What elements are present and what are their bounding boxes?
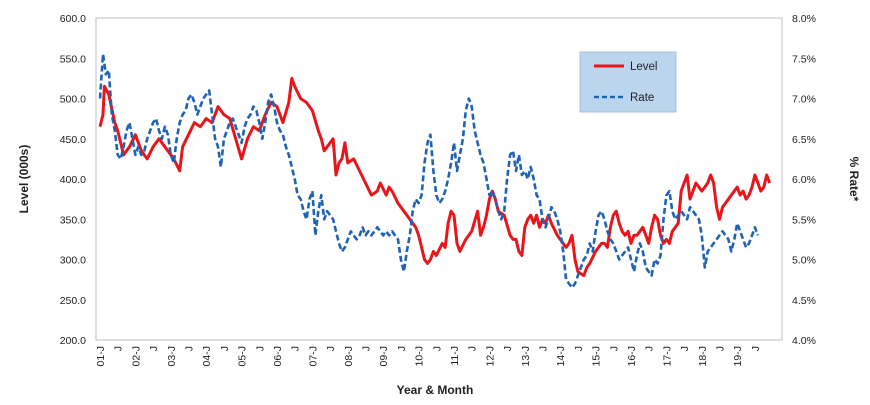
x-tick-label: 09-J [378, 346, 390, 366]
x-tick-label: 16-J [626, 346, 638, 366]
x-tick-label: J [431, 346, 443, 351]
y-left-tick-label: 200.0 [60, 335, 86, 347]
x-tick-label: J [608, 346, 620, 351]
x-tick-label: J [750, 346, 762, 351]
series-rate-line [98, 52, 760, 289]
x-tick-label: 05-J [237, 346, 249, 366]
x-tick-label: 14-J [555, 346, 567, 366]
x-tick-label: J [219, 346, 231, 351]
y-left-tick-label: 600.0 [60, 13, 86, 25]
legend: Level Rate [579, 51, 677, 113]
x-tick-label: J [538, 346, 550, 351]
x-tick-label: 08-J [343, 346, 355, 366]
y-left-tick-label: 250.0 [60, 295, 86, 307]
legend-rate-label: Rate [630, 92, 654, 104]
plot-frame [95, 17, 783, 341]
y-right-tick-label: 8.0% [792, 13, 816, 25]
x-tick-label: 11-J [449, 346, 461, 366]
y-left-tick-label: 300.0 [60, 255, 86, 267]
y-left-axis-title: Level (000s) [17, 145, 31, 214]
x-tick-label: 13-J [520, 346, 532, 366]
x-tick-label: 15-J [591, 346, 603, 366]
x-tick-label: 10-J [414, 346, 426, 366]
x-tick-label: J [254, 346, 266, 351]
y-left-tick-label: 550.0 [60, 53, 86, 65]
y-right-tick-label: 6.5% [792, 134, 816, 146]
x-tick-label: 07-J [307, 346, 319, 366]
x-tick-label: 12-J [484, 346, 496, 366]
x-tick-label: 02-J [130, 346, 142, 366]
x-tick-label: J [502, 346, 514, 351]
x-tick-label: 18-J [697, 346, 709, 366]
legend-box [579, 51, 677, 113]
x-tick-label: J [644, 346, 656, 351]
y-left-tick-label: 450.0 [60, 134, 86, 146]
x-tick-label: 17-J [661, 346, 673, 366]
x-tick-labels: 01-J J 02-J J 03-J J 04-J J 05-J J 06-J J 07-J J 08-J J… [95, 346, 762, 366]
y-right-tick-labels: 4.0% 4.5% 5.0% 5.5% 6.0% 6.5% 7.0% 7.5% 8.0% [792, 13, 816, 347]
x-tick-label: 03-J [166, 346, 178, 366]
y-right-tick-label: 6.0% [792, 174, 816, 186]
y-right-tick-label: 7.5% [792, 53, 816, 65]
y-right-tick-label: 7.0% [792, 94, 816, 106]
x-tick-label: J [184, 346, 196, 351]
x-tick-label: J [467, 346, 479, 351]
y-right-tick-label: 4.0% [792, 335, 816, 347]
y-right-axis-title: % Rate* [847, 157, 861, 202]
x-axis-title: Year & Month [397, 383, 474, 397]
x-tick-label: J [715, 346, 727, 351]
x-tick-label: J [573, 346, 585, 351]
x-tick-label: 01-J [95, 346, 107, 366]
x-tick-label: J [290, 346, 302, 351]
x-tick-label: J [396, 346, 408, 351]
y-right-tick-label: 5.0% [792, 255, 816, 267]
y-right-tick-label: 5.5% [792, 214, 816, 226]
x-tick-label: J [679, 346, 691, 351]
y-left-tick-label: 500.0 [60, 94, 86, 106]
x-tick-label: 19-J [732, 346, 744, 366]
series-layer [98, 52, 772, 289]
y-left-tick-label: 350.0 [60, 214, 86, 226]
x-tick-label: 06-J [272, 346, 284, 366]
x-tick-label: J [325, 346, 337, 351]
x-tick-label: J [361, 346, 373, 351]
x-tick-label: J [113, 346, 125, 351]
y-left-tick-label: 400.0 [60, 174, 86, 186]
x-tick-label: 04-J [201, 346, 213, 366]
series-level-line [98, 76, 772, 278]
x-tick-label: J [148, 346, 160, 351]
y-right-tick-label: 4.5% [792, 295, 816, 307]
y-left-tick-labels: 200.0 250.0 300.0 350.0 400.0 450.0 500.0 550.0… [60, 13, 86, 347]
legend-level-label: Level [630, 61, 658, 73]
